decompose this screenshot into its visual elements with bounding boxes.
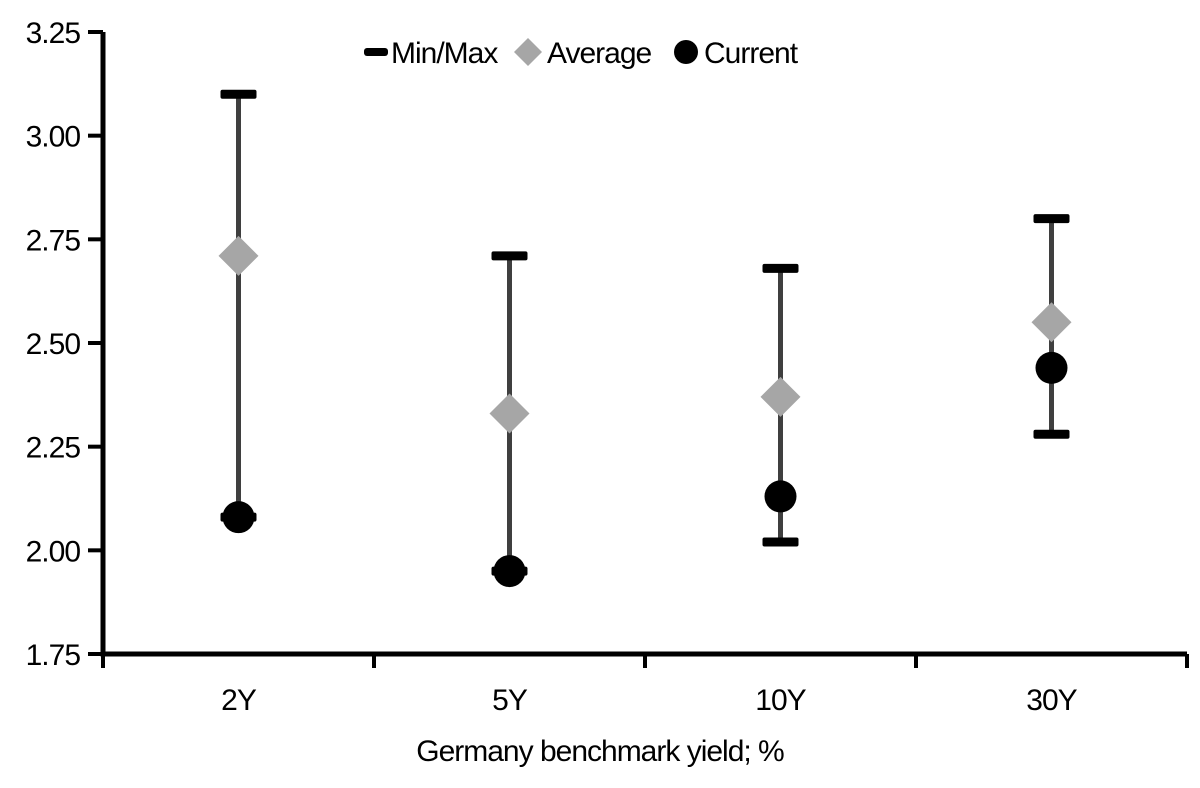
legend-dash-icon: [364, 48, 388, 56]
max-cap-marker: [220, 89, 257, 99]
y-axis-tick-label: 1.75: [26, 639, 81, 672]
average-diamond-marker: [1031, 302, 1072, 343]
max-cap-marker: [491, 251, 528, 261]
y-axis-tick-label: 2.25: [26, 432, 81, 465]
y-axis-tick-label: 3.00: [26, 121, 81, 154]
average-diamond-marker: [489, 393, 530, 434]
y-axis-tick-label: 3.25: [26, 17, 81, 50]
max-cap-marker: [1033, 214, 1070, 224]
x-axis-category-label: 2Y: [221, 684, 257, 717]
max-cap-marker: [762, 263, 799, 273]
current-circle-marker: [493, 555, 526, 588]
legend-label: Current: [704, 37, 799, 70]
y-axis-tick-label: 2.50: [26, 328, 81, 361]
legend-label: Min/Max: [391, 37, 498, 70]
x-axis-category-label: 10Y: [755, 684, 806, 717]
x-axis-category-label: 5Y: [492, 684, 528, 717]
y-axis-tick-label: 2.00: [26, 535, 81, 568]
average-diamond-marker: [760, 376, 801, 417]
legend-diamond-icon: [514, 38, 542, 66]
y-axis-tick-label: 2.75: [26, 224, 81, 257]
min-cap-marker: [762, 537, 799, 547]
legend-label: Average: [547, 37, 652, 70]
legend-circle-icon: [674, 40, 698, 64]
average-diamond-marker: [218, 235, 259, 276]
x-axis-category-label: 30Y: [1026, 684, 1077, 717]
x-axis-title: Germany benchmark yield; %: [416, 735, 784, 768]
min-cap-marker: [1033, 429, 1070, 439]
current-circle-marker: [1035, 351, 1068, 384]
current-circle-marker: [764, 480, 797, 513]
current-circle-marker: [222, 501, 255, 534]
